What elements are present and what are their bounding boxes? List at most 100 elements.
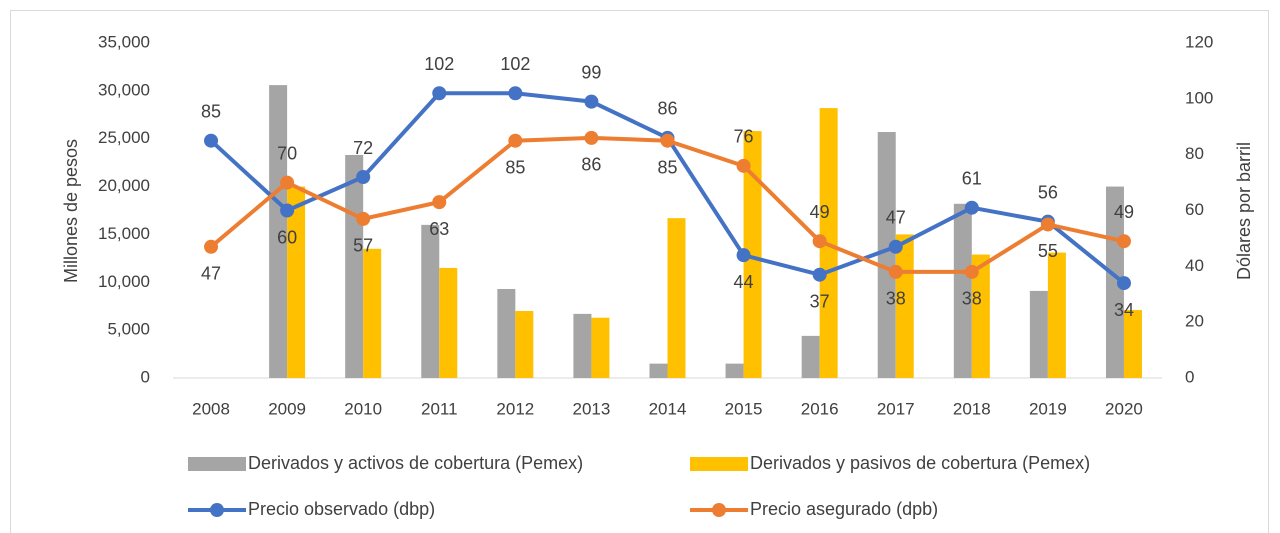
marker [1040,217,1055,232]
bar [725,363,744,378]
marker [280,203,295,218]
y2-tick-label: 0 [1185,367,1194,386]
legend-label: Precio asegurado (dpb) [750,499,938,519]
marker [736,158,751,173]
bar [953,203,972,378]
bar [877,132,896,378]
y-tick-label: 15,000 [98,224,150,243]
legend-swatch [188,457,246,471]
bar [345,154,364,378]
data-label: 102 [500,54,530,74]
marker [508,86,523,101]
marker [204,239,219,254]
data-label: 47 [201,264,221,284]
bar [439,267,458,378]
data-label: 85 [505,157,525,177]
data-label: 47 [886,208,906,228]
y2-tick-label: 80 [1185,144,1204,163]
marker [432,86,447,101]
bar [363,248,382,378]
data-label: 76 [734,127,754,147]
data-label: 72 [353,138,373,158]
marker [432,195,447,210]
bar [667,218,686,378]
data-label: 70 [277,143,297,163]
data-label: 44 [734,272,754,292]
bar [1029,290,1048,378]
y-tick-label: 0 [141,367,150,386]
x-tick-label: 2016 [801,399,839,418]
x-tick-label: 2017 [877,399,915,418]
data-label: 56 [1038,182,1058,202]
data-label: 38 [962,289,982,309]
bar [287,186,306,378]
legend-label: Derivados y pasivos de cobertura (Pemex) [750,453,1090,473]
marker [660,133,675,148]
data-label: 99 [581,62,601,82]
data-label: 102 [424,54,454,74]
legend-swatch [690,457,748,471]
marker [508,133,523,148]
y-tick-label: 30,000 [98,80,150,99]
x-tick-label: 2012 [496,399,534,418]
data-label: 57 [353,236,373,256]
marker [964,200,979,215]
data-label: 60 [277,227,297,247]
x-tick-label: 2009 [268,399,306,418]
marker [1116,276,1131,291]
marker [356,170,371,184]
y-tick-label: 5,000 [107,320,150,339]
data-label: 55 [1038,241,1058,261]
data-label: 37 [810,291,830,311]
bar [421,224,440,378]
data-label: 61 [962,168,982,188]
x-tick-label: 2008 [192,399,230,418]
y2-tick-label: 100 [1185,88,1213,107]
bar [497,288,516,378]
marker [280,175,295,190]
x-tick-label: 2010 [344,399,382,418]
x-tick-label: 2011 [421,399,458,418]
legend-swatch [210,503,224,517]
x-tick-label: 2014 [649,399,687,418]
y-tick-label: 10,000 [98,272,150,291]
y-tick-label: 20,000 [98,176,150,195]
chart-frame [10,10,1269,533]
x-tick-label: 2019 [1029,399,1067,418]
legend-swatch [712,503,726,517]
legend-label: Derivados y activos de cobertura (Pemex) [248,453,583,473]
x-tick-label: 2020 [1105,399,1143,418]
data-label: 49 [1114,202,1134,222]
marker [888,264,903,279]
marker [964,264,979,279]
bar [971,254,990,378]
data-label: 63 [429,219,449,239]
marker [1116,234,1131,249]
y2-tick-label: 120 [1185,32,1213,51]
data-label: 34 [1114,300,1134,320]
marker [204,133,219,148]
marker [888,239,903,254]
y2-tick-label: 20 [1185,312,1204,331]
y-tick-label: 25,000 [98,128,150,147]
bar [573,313,592,378]
bar [1123,310,1142,378]
bar [1105,186,1124,378]
y-axis-title: Millones de pesos [61,139,81,283]
bar [649,363,668,378]
y-tick-label: 35,000 [98,32,150,51]
bar [743,131,762,378]
bar [269,85,288,378]
x-tick-label: 2015 [725,399,763,418]
y2-axis-title: Dólares por barril [1234,142,1254,280]
data-label: 38 [886,289,906,309]
data-label: 86 [581,155,601,175]
marker [812,267,827,282]
data-label: 85 [201,101,221,121]
x-tick-label: 2013 [573,399,611,418]
y2-tick-label: 60 [1185,200,1204,219]
bar [1047,252,1066,378]
bar [515,311,534,378]
legend-label: Precio observado (dbp) [248,499,435,519]
